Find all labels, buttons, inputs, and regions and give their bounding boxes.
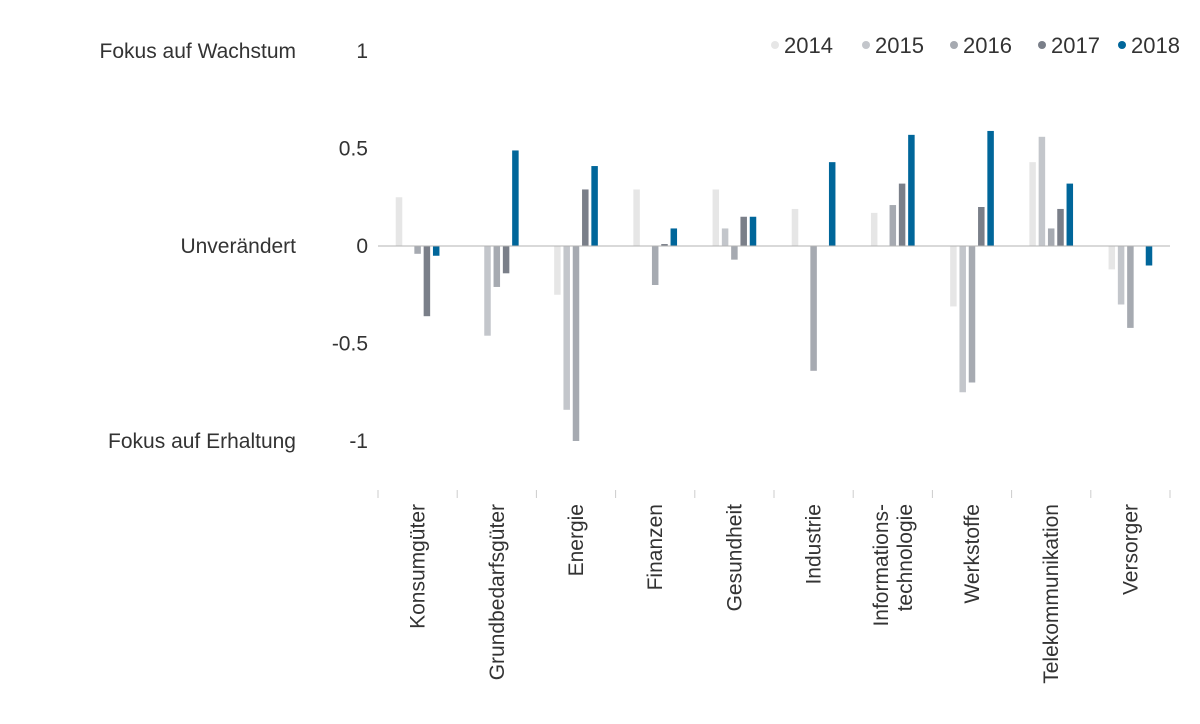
x-tick-label-versorger: Versorger xyxy=(1119,504,1142,595)
bar-grundbedarfsg-ter-2015 xyxy=(484,246,491,336)
legend-label-2016: 2016 xyxy=(963,33,1012,58)
bar-grundbedarfsg-ter-2016 xyxy=(493,246,501,287)
bar-gesundheit-2018 xyxy=(749,216,757,246)
bar-telekommunikation-2014 xyxy=(1029,162,1036,246)
bar-konsumg-ter-2014 xyxy=(395,197,403,246)
x-tick-label-informations-technologie: Informations- xyxy=(870,504,893,627)
bar-telekommunikation-2017 xyxy=(1057,208,1064,246)
bar-informations-technologie-2017 xyxy=(898,183,906,246)
bar-werkstoffe-2016 xyxy=(968,246,976,383)
bar-konsumg-ter-2017 xyxy=(423,246,431,317)
bars xyxy=(395,130,1153,441)
bar-finanzen-2018 xyxy=(670,228,678,246)
bar-werkstoffe-2014 xyxy=(950,246,957,307)
bar-industrie-2018 xyxy=(828,162,836,246)
bar-konsumg-ter-2016 xyxy=(414,246,421,254)
bar-werkstoffe-2018 xyxy=(987,130,994,246)
bar-gesundheit-2017 xyxy=(740,216,747,246)
bar-versorger-2016 xyxy=(1127,246,1134,328)
bar-finanzen-2017 xyxy=(661,244,668,246)
bar-telekommunikation-2015 xyxy=(1038,136,1046,246)
bar-energie-2014 xyxy=(554,246,561,295)
x-tick-label-konsumg-ter: Konsumgüter xyxy=(407,504,430,629)
y-tick-label: -1 xyxy=(349,430,368,453)
bar-versorger-2014 xyxy=(1108,246,1116,270)
bar-informations-technologie-2014 xyxy=(870,212,878,246)
bar-informations-technologie-2018 xyxy=(908,134,915,246)
x-tick-label-telekommunikation: Telekommunikation xyxy=(1040,504,1063,684)
bar-konsumg-ter-2018 xyxy=(432,246,440,256)
y-level-labels: Fokus auf Wachstum Unverändert Fokus auf E… xyxy=(100,40,297,453)
y-tick-label: 0 xyxy=(356,235,368,258)
bar-versorger-2015 xyxy=(1117,246,1125,305)
legend-marker-2017 xyxy=(1038,41,1046,49)
bar-informations-technologie-2016 xyxy=(889,205,897,246)
bar-werkstoffe-2015 xyxy=(959,246,966,393)
x-tick-label-gesundheit: Gesundheit xyxy=(723,504,746,612)
x-tick-label-finanzen: Finanzen xyxy=(644,504,667,590)
legend-label-2018: 2018 xyxy=(1131,33,1180,58)
legend: 2014 2015 2016 2017 2018 xyxy=(771,33,1180,58)
legend-marker-2014 xyxy=(771,41,779,49)
x-tick-label-werkstoffe: Werkstoffe xyxy=(961,504,984,604)
y-level-label: Fokus auf Erhaltung xyxy=(108,430,296,453)
x-tick-label-energie: Energie xyxy=(565,504,588,576)
bar-telekommunikation-2016 xyxy=(1047,228,1055,246)
bar-versorger-2018 xyxy=(1145,246,1153,266)
y-tick-label: 1 xyxy=(356,40,368,63)
x-tick-label-industrie: Industrie xyxy=(803,504,826,585)
legend-label-2017: 2017 xyxy=(1051,33,1100,58)
bar-energie-2017 xyxy=(582,189,589,246)
x-tick-label-grundbedarfsg-ter: Grundbedarfsgüter xyxy=(486,504,509,680)
bar-gesundheit-2016 xyxy=(731,246,738,260)
bar-energie-2015 xyxy=(563,246,570,410)
y-axis-ticks: 1 0.5 0 -0.5 -1 xyxy=(332,40,368,453)
legend-marker-2016 xyxy=(950,41,958,49)
y-level-label: Unverändert xyxy=(180,235,296,258)
y-tick-label: 0.5 xyxy=(339,138,368,161)
legend-marker-2018 xyxy=(1118,41,1126,49)
bar-energie-2018 xyxy=(591,166,598,246)
bar-finanzen-2016 xyxy=(651,246,659,285)
bar-industrie-2014 xyxy=(791,208,799,246)
bar-gesundheit-2015 xyxy=(721,228,729,246)
x-axis: Konsumgüter Grundbedarfsgüter Energie Finan… xyxy=(377,490,1171,684)
bar-werkstoffe-2017 xyxy=(978,207,985,246)
bar-industrie-2016 xyxy=(810,246,817,371)
legend-label-2015: 2015 xyxy=(875,33,924,58)
x-tick-label-informations-technologie: technologie xyxy=(894,504,917,611)
bar-grundbedarfsg-ter-2018 xyxy=(512,150,519,246)
bar-grundbedarfsg-ter-2017 xyxy=(502,246,510,274)
bar-finanzen-2014 xyxy=(633,189,640,246)
y-tick-label: -0.5 xyxy=(332,333,368,356)
bar-gesundheit-2014 xyxy=(712,189,720,246)
bar-telekommunikation-2018 xyxy=(1066,183,1074,246)
bar-energie-2016 xyxy=(572,246,580,441)
y-level-label: Fokus auf Wachstum xyxy=(100,40,296,63)
legend-marker-2015 xyxy=(862,41,870,49)
legend-label-2014: 2014 xyxy=(784,33,833,58)
